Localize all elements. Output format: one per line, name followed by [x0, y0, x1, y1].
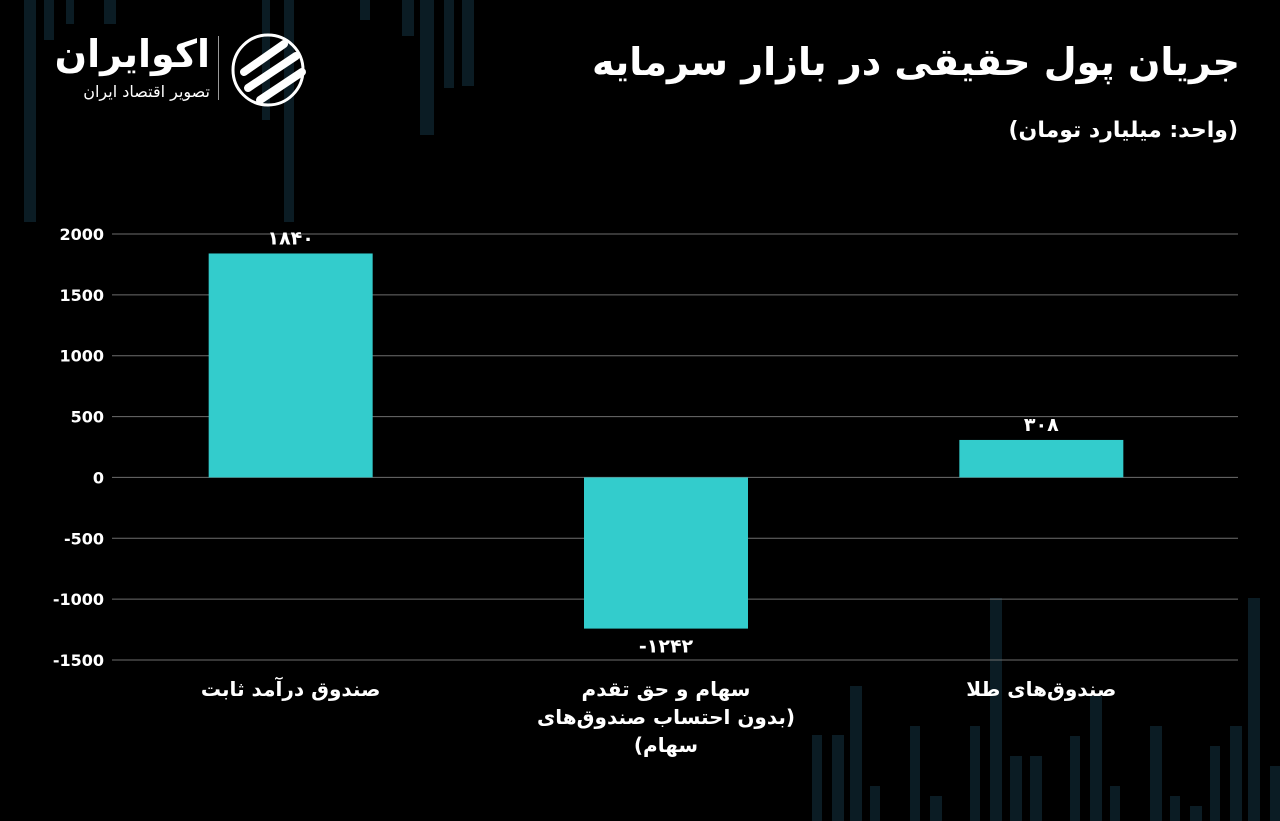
- y-tick-label: 1500: [59, 286, 104, 305]
- category-label: صندوق‌های طلا: [881, 675, 1201, 703]
- bars: [208, 253, 1124, 629]
- brand-tagline: تصویر اقتصاد ایران: [83, 82, 210, 101]
- data-label: ۱۸۴۰: [267, 227, 313, 249]
- category-name: سهام و حق تقدم: [581, 677, 751, 701]
- brand-logo: اکوایران تصویر اقتصاد ایران: [48, 32, 310, 108]
- y-tick-label: 500: [71, 408, 104, 427]
- category-note: (بدون احتساب صندوق‌های سهام): [536, 705, 796, 757]
- y-tick-label: 2000: [59, 225, 104, 244]
- y-tick-label: -500: [64, 529, 104, 548]
- chart-title: جریان پول حقیقی در بازار سرمایه: [591, 40, 1240, 84]
- category-name: صندوق درآمد ثابت: [200, 677, 381, 701]
- brand-name: اکوایران: [54, 32, 210, 76]
- bar: [584, 477, 748, 629]
- data-label: ۳۰۸: [1024, 414, 1059, 436]
- data-labels: ۱۸۴۰ -۱۲۴۲ ۳۰۸: [267, 227, 1059, 657]
- data-label: -۱۲۴۲: [639, 636, 694, 658]
- bar: [959, 439, 1124, 478]
- logo-divider: [218, 36, 219, 100]
- category-name: صندوق‌های طلا: [966, 677, 1117, 701]
- category-label: صندوق درآمد ثابت: [131, 675, 451, 703]
- bar: [208, 253, 373, 478]
- y-axis-ticks: 2000 1500 1000 500 0 -500 -1000 -1500: [53, 225, 104, 670]
- category-label: سهام و حق تقدم (بدون احتساب صندوق‌های سها…: [506, 675, 826, 759]
- brand-mark-icon: [231, 33, 306, 107]
- y-tick-label: 0: [93, 468, 104, 487]
- unit-note: (واحد: میلیارد تومان): [1008, 118, 1239, 143]
- y-tick-label: -1000: [53, 590, 104, 609]
- y-tick-label: -1500: [53, 651, 104, 670]
- y-tick-label: 1000: [59, 347, 104, 366]
